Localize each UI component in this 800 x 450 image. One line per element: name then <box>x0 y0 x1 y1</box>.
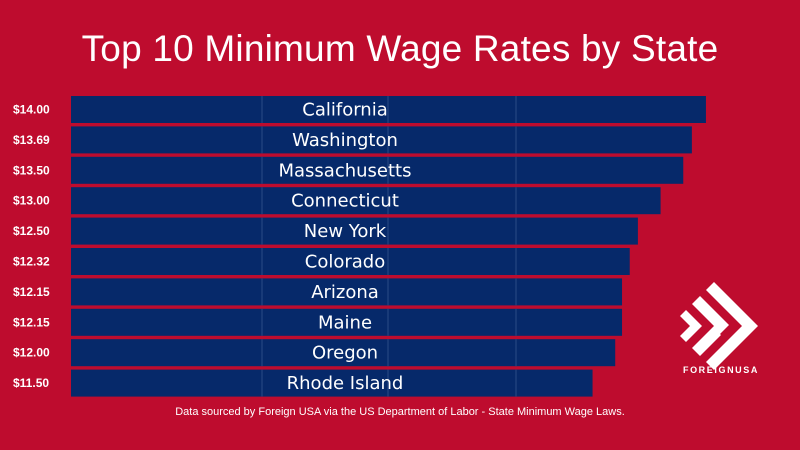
category-label: Connecticut <box>291 191 399 212</box>
foreignusa-chevrons-icon <box>680 282 758 370</box>
logo-wordmark: FOREIGNUSA <box>682 365 759 375</box>
value-label: $11.50 <box>13 376 49 390</box>
bar-washington <box>71 126 692 154</box>
bar-maine <box>71 308 623 336</box>
category-label: Oregon <box>312 343 378 364</box>
bar-rhode-island <box>71 369 593 397</box>
bar-colorado <box>71 248 630 275</box>
bar-massachusetts <box>71 156 684 184</box>
value-label: $12.00 <box>13 346 50 360</box>
value-label: $13.69 <box>13 133 50 147</box>
category-label: Washington <box>292 130 398 151</box>
category-label: Massachusetts <box>278 160 411 181</box>
category-label: New York <box>304 221 387 242</box>
value-label: $12.15 <box>13 315 50 329</box>
chart-title: Top 10 Minimum Wage Rates by State <box>81 28 719 69</box>
value-label: $12.32 <box>13 255 50 269</box>
bar-connecticut <box>71 187 661 215</box>
category-label: Rhode Island <box>287 373 404 394</box>
source-footnote: Data sourced by Foreign USA via the US D… <box>175 406 625 418</box>
value-label: $13.50 <box>13 163 50 177</box>
bar-oregon <box>71 339 616 367</box>
category-label: Maine <box>318 312 372 333</box>
category-label: Arizona <box>311 282 379 303</box>
bar-arizona <box>71 278 623 306</box>
category-label: Colorado <box>305 252 385 273</box>
value-label: $12.50 <box>13 224 50 238</box>
category-label: California <box>302 100 387 121</box>
bar-new-york <box>71 217 638 245</box>
value-label: $14.00 <box>13 103 50 117</box>
value-label: $12.15 <box>13 285 50 299</box>
value-label: $13.00 <box>13 194 50 208</box>
